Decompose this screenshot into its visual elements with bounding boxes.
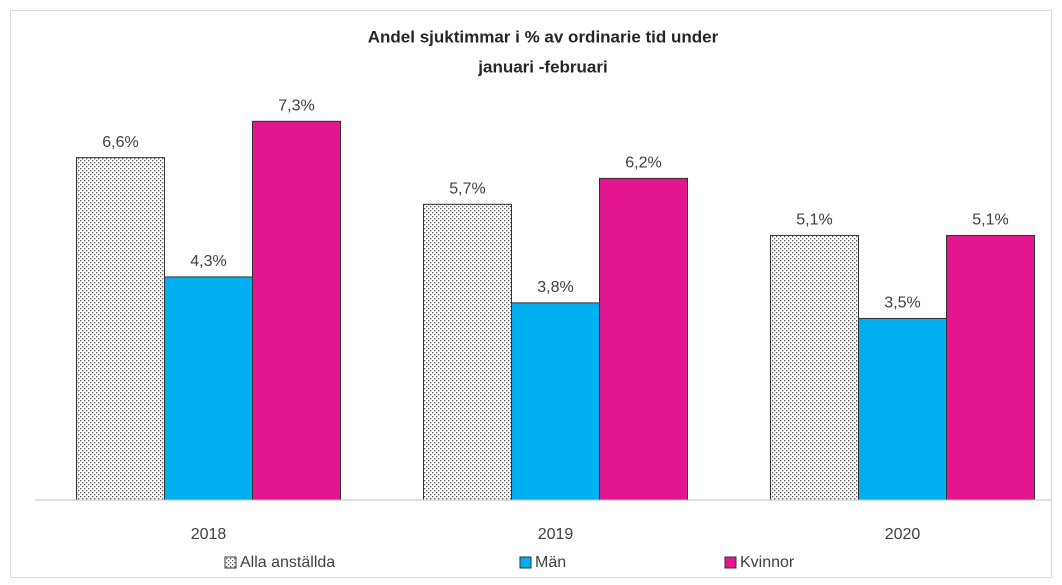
data-label: 5,1% — [796, 212, 832, 229]
bar — [164, 276, 253, 501]
legend-marker — [519, 556, 532, 569]
bar — [511, 302, 600, 501]
data-label: 3,8% — [537, 279, 573, 296]
bar — [770, 234, 859, 501]
data-label: 3,5% — [884, 295, 920, 312]
data-label: 5,1% — [972, 212, 1008, 229]
legend-marker — [224, 556, 237, 569]
data-label: 6,6% — [102, 134, 138, 151]
x-tick-label: 2020 — [885, 526, 921, 543]
legend-marker — [724, 556, 737, 569]
bar — [76, 157, 165, 501]
legend-label: Män — [535, 554, 566, 571]
data-label: 4,3% — [190, 253, 226, 270]
chart-title: Andel sjuktimmar i % av ordinarie tid un… — [368, 27, 719, 46]
x-tick-label: 2019 — [538, 526, 574, 543]
legend-label: Kvinnor — [740, 554, 795, 571]
data-label: 7,3% — [278, 98, 314, 115]
bar — [252, 120, 341, 501]
bar — [423, 203, 512, 501]
bar — [599, 177, 688, 501]
data-label: 6,2% — [625, 155, 661, 172]
legend-label: Alla anställda — [240, 554, 335, 571]
bar — [858, 317, 947, 501]
x-tick-label: 2018 — [191, 526, 227, 543]
bar — [946, 234, 1035, 501]
data-label: 5,7% — [449, 181, 485, 198]
plot-area — [35, 120, 1052, 501]
chart-title: januari -februari — [477, 57, 607, 76]
